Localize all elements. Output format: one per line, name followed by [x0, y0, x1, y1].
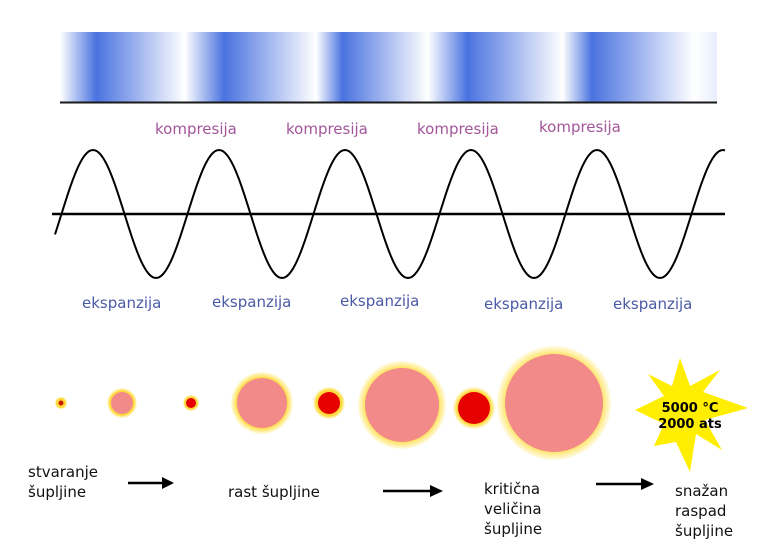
stage-collapse-line-1: snažan	[675, 482, 729, 500]
stage-growth-line-1: rast šupljine	[228, 483, 320, 501]
expansion-label-2: ekspanzija	[212, 293, 292, 311]
implosion-temperature: 5000 °C	[662, 401, 719, 416]
bubble-6	[365, 368, 439, 442]
expansion-label-5: ekspanzija	[613, 295, 693, 313]
compression-label-3: kompresija	[417, 120, 499, 138]
expansion-label-1: ekspanzija	[82, 294, 162, 312]
pressure-band	[60, 32, 717, 102]
bubble-3	[186, 398, 196, 408]
stage-critical-size: kritična veličina šupljine	[484, 479, 542, 539]
compression-label-2: kompresija	[286, 120, 368, 138]
arrow-3	[596, 478, 654, 490]
expansion-label-4: ekspanzija	[484, 295, 564, 313]
arrow-1	[128, 477, 174, 489]
stage-formation-line-2: šupljine	[28, 483, 87, 501]
stage-collapse-line-3: šupljine	[675, 522, 734, 540]
pressure-wave	[54, 148, 726, 279]
stage-critical-line-1: kritična	[484, 480, 541, 498]
arrow-2	[383, 485, 443, 497]
implosion-star	[635, 358, 748, 472]
stage-collapse: snažan raspad šupljine	[675, 481, 733, 541]
compression-label-4: kompresija	[539, 118, 621, 136]
compression-label-1: kompresija	[155, 120, 237, 138]
bubble-4	[237, 378, 287, 428]
bubble-8	[505, 354, 603, 452]
bubble-2	[111, 392, 133, 414]
stage-collapse-line-2: raspad	[675, 502, 727, 520]
implosion-pressure: 2000 ats	[658, 417, 722, 432]
expansion-label-3: ekspanzija	[340, 292, 420, 310]
bubble-1	[58, 400, 64, 406]
stage-formation: stvaranje šupljine	[28, 462, 98, 502]
stage-growth: rast šupljine	[228, 482, 320, 502]
bubble-5	[318, 392, 340, 414]
bubble-7	[458, 392, 490, 424]
stage-critical-line-2: veličina	[484, 500, 542, 518]
stage-formation-line-1: stvaranje	[28, 463, 99, 481]
stage-critical-line-3: šupljine	[484, 520, 543, 538]
